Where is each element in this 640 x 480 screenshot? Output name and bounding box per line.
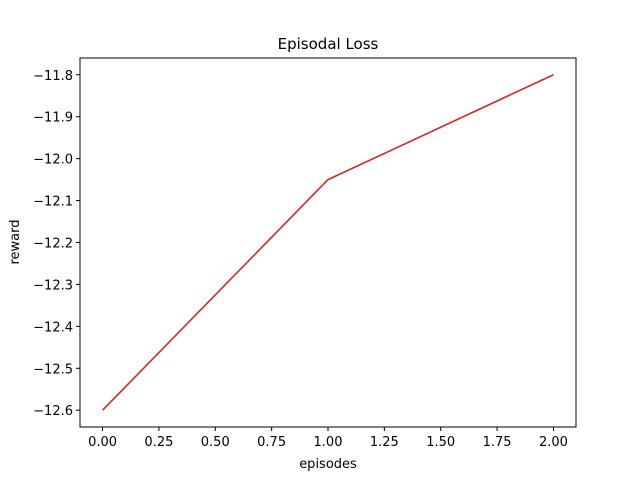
y-tick-label: −11.8 — [33, 69, 73, 84]
x-axis-label: episodes — [299, 457, 357, 472]
y-tick-label: −12.6 — [33, 404, 73, 419]
y-tick-label: −12.2 — [33, 237, 73, 252]
x-axis-ticks: 0.00 0.25 0.50 0.75 1.00 1.25 1.50 1.75 2.00 — [88, 427, 568, 450]
y-tick-label: −12.1 — [33, 195, 73, 210]
y-tick-label: −12.4 — [33, 320, 73, 335]
y-tick-label: −12.3 — [33, 278, 73, 293]
x-tick-label: 0.50 — [201, 435, 230, 450]
plot-frame — [79, 57, 577, 428]
plot-background — [80, 58, 576, 427]
x-tick-label: 0.00 — [88, 435, 117, 450]
y-axis-ticks: −12.6 −12.5 −12.4 −12.3 −12.2 −12.1 −12.0 −11.9… — [33, 69, 80, 419]
y-tick-label: −12.0 — [33, 153, 73, 168]
y-tick-label: −12.5 — [33, 362, 73, 377]
x-tick-label: 1.25 — [370, 435, 399, 450]
x-tick-label: 1.00 — [314, 435, 343, 450]
y-axis-label: reward — [8, 219, 23, 264]
x-tick-label: 2.00 — [539, 435, 568, 450]
x-tick-label: 1.50 — [426, 435, 455, 450]
series-layer — [101, 74, 554, 411]
x-tick-label: 1.75 — [483, 435, 512, 450]
y-tick-label: −11.9 — [33, 111, 73, 126]
x-tick-label: 0.75 — [257, 435, 286, 450]
series-line-0 — [101, 74, 554, 411]
x-tick-label: 0.25 — [144, 435, 173, 450]
chart-title: Episodal Loss — [278, 35, 379, 53]
